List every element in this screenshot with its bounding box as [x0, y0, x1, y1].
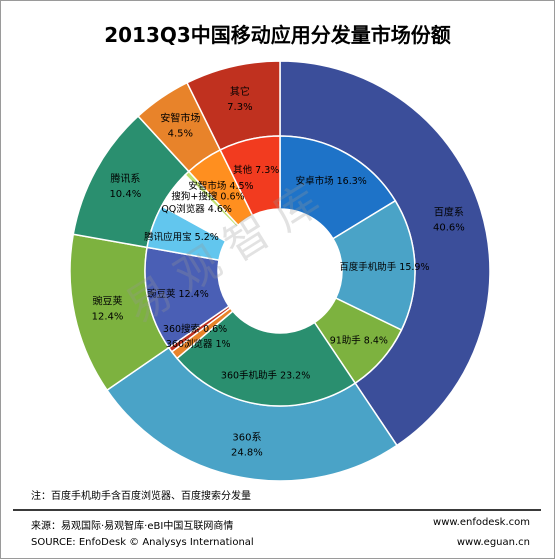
inner-label-7: 腾讯应用宝 5.2% — [144, 231, 219, 243]
outer-label-name-1: 360系 — [232, 431, 261, 443]
source-en: SOURCE: EnfoDesk © Analysys Internationa… — [31, 537, 254, 548]
chart-note: 注：百度手机助手含百度浏览器、百度搜索分发量 — [31, 491, 251, 502]
outer-label-name-5: 其它 — [230, 85, 250, 98]
inner-label-1: 百度手机助手 15.9% — [339, 261, 429, 273]
inner-label-11: 其他 7.3% — [233, 164, 279, 176]
outer-label-value-4: 4.5% — [168, 128, 193, 139]
inner-label-5: 360搜索 0.6% — [163, 323, 227, 335]
inner-slice-0 — [279, 135, 397, 240]
outer-label-name-4: 安智市场 — [160, 111, 200, 124]
inner-label-8: QQ浏览器 4.6% — [161, 203, 232, 215]
inner-label-3: 360手机助手 23.2% — [221, 370, 310, 382]
outer-label-value-5: 7.3% — [227, 102, 252, 113]
source-cn: 来源：易观国际·易观智库·eBI中国互联网商情 — [31, 521, 234, 532]
chart-title: 2013Q3中国移动应用分发量市场份额 — [104, 23, 451, 47]
outer-label-name-0: 百度系 — [434, 206, 464, 219]
footer-divider — [13, 509, 541, 511]
inner-slice-3 — [176, 310, 357, 407]
outer-label-name-3: 腾讯系 — [110, 172, 140, 185]
inner-label-6: 豌豆荚 12.4% — [147, 288, 209, 300]
outer-label-value-0: 40.6% — [433, 223, 465, 234]
outer-label-name-2: 豌豆荚 — [93, 294, 123, 307]
donut-center-hole — [219, 210, 341, 332]
inner-label-4: 360浏览器 1% — [166, 338, 231, 350]
url-eguan: www.eguan.cn — [456, 537, 530, 548]
outer-label-value-1: 24.8% — [231, 447, 263, 458]
url-enfodesk: www.enfodesk.com — [433, 517, 530, 528]
inner-slice-11 — [219, 135, 281, 217]
inner-label-2: 91助手 8.4% — [330, 335, 388, 347]
inner-label-9: 搜狗+搜搜 0.6% — [171, 190, 244, 202]
inner-label-10: 安智市场 4.5% — [188, 180, 253, 192]
outer-label-value-3: 10.4% — [109, 189, 141, 200]
outer-label-value-2: 12.4% — [92, 311, 124, 322]
inner-label-0: 安卓市场 16.3% — [296, 175, 367, 187]
